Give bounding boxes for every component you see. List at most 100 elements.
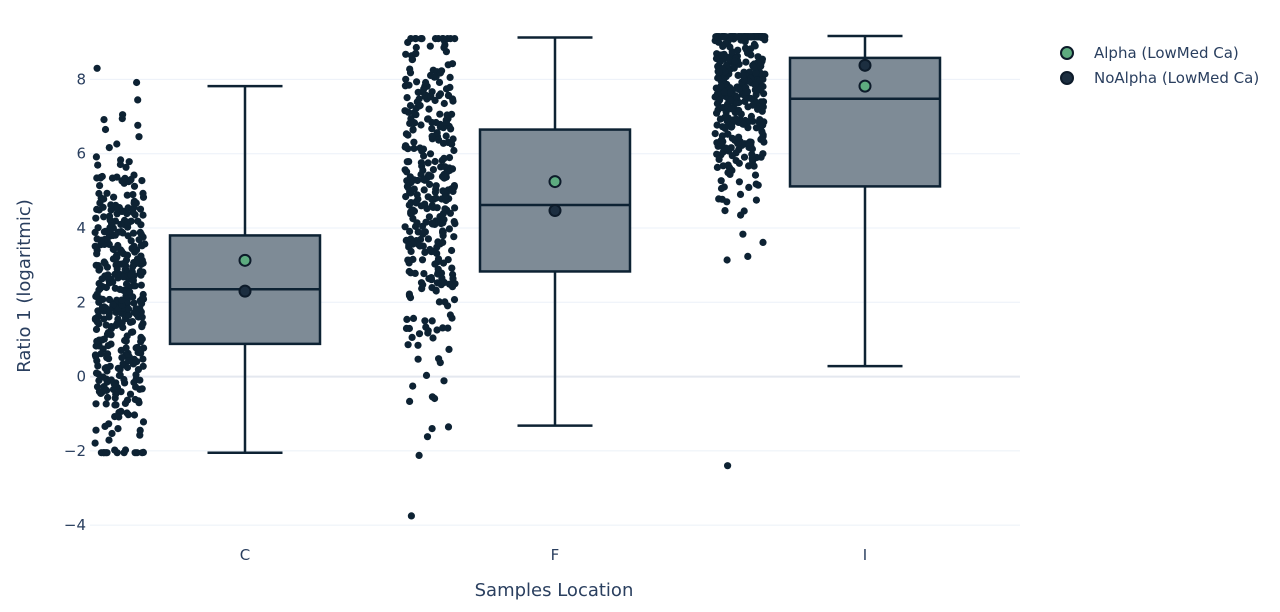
data-point (445, 225, 453, 233)
data-point (101, 422, 109, 430)
data-point (423, 433, 432, 441)
data-point (118, 296, 126, 304)
data-point (91, 439, 99, 447)
data-point (92, 353, 100, 361)
data-point (129, 263, 137, 271)
data-point (403, 158, 411, 166)
data-point (139, 295, 148, 303)
data-point (104, 342, 112, 350)
data-point (440, 377, 448, 385)
data-point (97, 350, 105, 358)
data-point (734, 140, 742, 148)
data-point (450, 146, 458, 155)
data-point (723, 256, 731, 264)
data-point (130, 199, 138, 207)
data-point (442, 132, 450, 140)
data-point (758, 33, 766, 41)
data-point (100, 195, 108, 203)
data-point (713, 109, 721, 117)
data-point (439, 238, 447, 246)
data-point (129, 191, 137, 199)
data-point (133, 310, 141, 318)
data-point (444, 324, 452, 332)
data-point (727, 123, 736, 131)
data-point (731, 57, 739, 65)
data-point (726, 89, 734, 97)
series-marker-noalpha (238, 284, 252, 298)
data-point (402, 75, 410, 83)
data-point (95, 189, 103, 198)
data-point (96, 182, 104, 190)
data-point (735, 178, 744, 186)
data-point (722, 144, 730, 152)
jitter-points (91, 33, 769, 520)
data-point (134, 397, 142, 405)
data-point (450, 218, 458, 226)
data-point (122, 262, 130, 270)
data-point (417, 121, 425, 129)
data-point (116, 285, 124, 293)
data-point (432, 287, 440, 295)
data-point (115, 371, 123, 380)
data-point (132, 305, 140, 313)
data-point (404, 131, 412, 139)
legend-swatch-noalpha (1060, 70, 1074, 85)
data-point (446, 73, 454, 81)
data-point (736, 190, 745, 198)
data-point (113, 296, 121, 304)
data-point (716, 115, 725, 123)
data-point (410, 185, 418, 193)
data-point (122, 163, 130, 171)
data-point (732, 157, 740, 165)
data-point (424, 159, 432, 167)
data-point (137, 254, 145, 262)
data-point (407, 512, 415, 520)
data-point (448, 60, 457, 68)
data-point (91, 242, 99, 250)
data-point (420, 270, 428, 278)
data-point (410, 144, 418, 152)
data-point (138, 322, 146, 330)
data-point (129, 276, 137, 284)
data-point (720, 33, 728, 41)
data-point (440, 278, 448, 287)
data-point (747, 33, 755, 41)
data-point (135, 236, 143, 244)
data-point (740, 153, 749, 161)
y-tick-label: 6 (76, 145, 86, 163)
data-point (111, 446, 119, 454)
data-point (428, 425, 436, 433)
data-point (408, 55, 417, 64)
data-point (406, 69, 415, 77)
data-point (126, 390, 135, 398)
data-point (112, 390, 120, 398)
data-point (735, 85, 743, 93)
data-point (409, 382, 417, 390)
data-point (445, 345, 453, 353)
legend-label-noalpha: NoAlpha (LowMed Ca) (1094, 68, 1260, 87)
data-point (426, 180, 434, 188)
data-point (728, 48, 736, 56)
data-point (410, 138, 418, 146)
data-point (418, 147, 426, 155)
legend-item-alpha[interactable]: Alpha (LowMed Ca) (1058, 40, 1259, 65)
data-point (118, 354, 126, 362)
data-point (133, 78, 141, 87)
legend-item-noalpha[interactable]: NoAlpha (LowMed Ca) (1058, 65, 1259, 90)
data-point (754, 105, 762, 113)
data-point (724, 462, 732, 470)
data-point (433, 326, 441, 334)
data-point (746, 139, 754, 147)
data-point (408, 333, 416, 341)
data-point (752, 196, 761, 204)
data-point (93, 337, 101, 345)
data-point (428, 132, 436, 140)
data-point (115, 413, 123, 421)
data-point (440, 173, 448, 181)
data-point (139, 362, 147, 370)
data-point (442, 85, 451, 93)
data-point (92, 261, 100, 269)
data-point (112, 321, 120, 329)
data-point (752, 69, 760, 77)
